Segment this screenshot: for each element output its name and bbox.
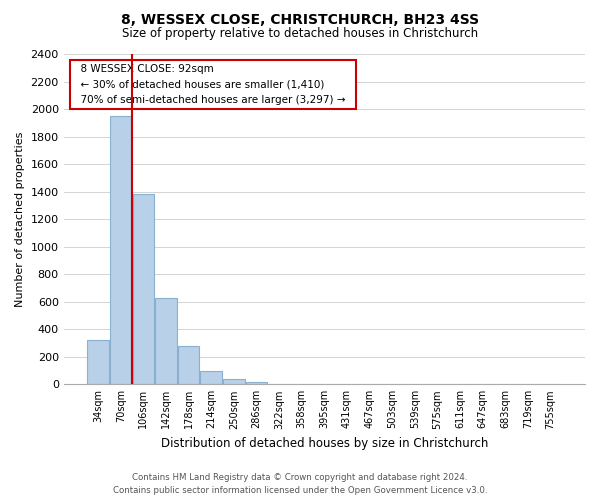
Bar: [200, 371, 222, 384]
Text: Size of property relative to detached houses in Christchurch: Size of property relative to detached ho…: [122, 28, 478, 40]
Y-axis label: Number of detached properties: Number of detached properties: [15, 132, 25, 307]
Text: 8, WESSEX CLOSE, CHRISTCHURCH, BH23 4SS: 8, WESSEX CLOSE, CHRISTCHURCH, BH23 4SS: [121, 12, 479, 26]
Bar: [88, 340, 109, 384]
X-axis label: Distribution of detached houses by size in Christchurch: Distribution of detached houses by size …: [161, 437, 488, 450]
Bar: [178, 346, 199, 385]
Text: Contains HM Land Registry data © Crown copyright and database right 2024.
Contai: Contains HM Land Registry data © Crown c…: [113, 474, 487, 495]
Bar: [223, 378, 245, 384]
Bar: [246, 382, 267, 384]
Text: 8 WESSEX CLOSE: 92sqm
  ← 30% of detached houses are smaller (1,410)
  70% of se: 8 WESSEX CLOSE: 92sqm ← 30% of detached …: [74, 64, 352, 105]
Bar: [110, 116, 131, 384]
Bar: [155, 298, 177, 384]
Bar: [133, 194, 154, 384]
